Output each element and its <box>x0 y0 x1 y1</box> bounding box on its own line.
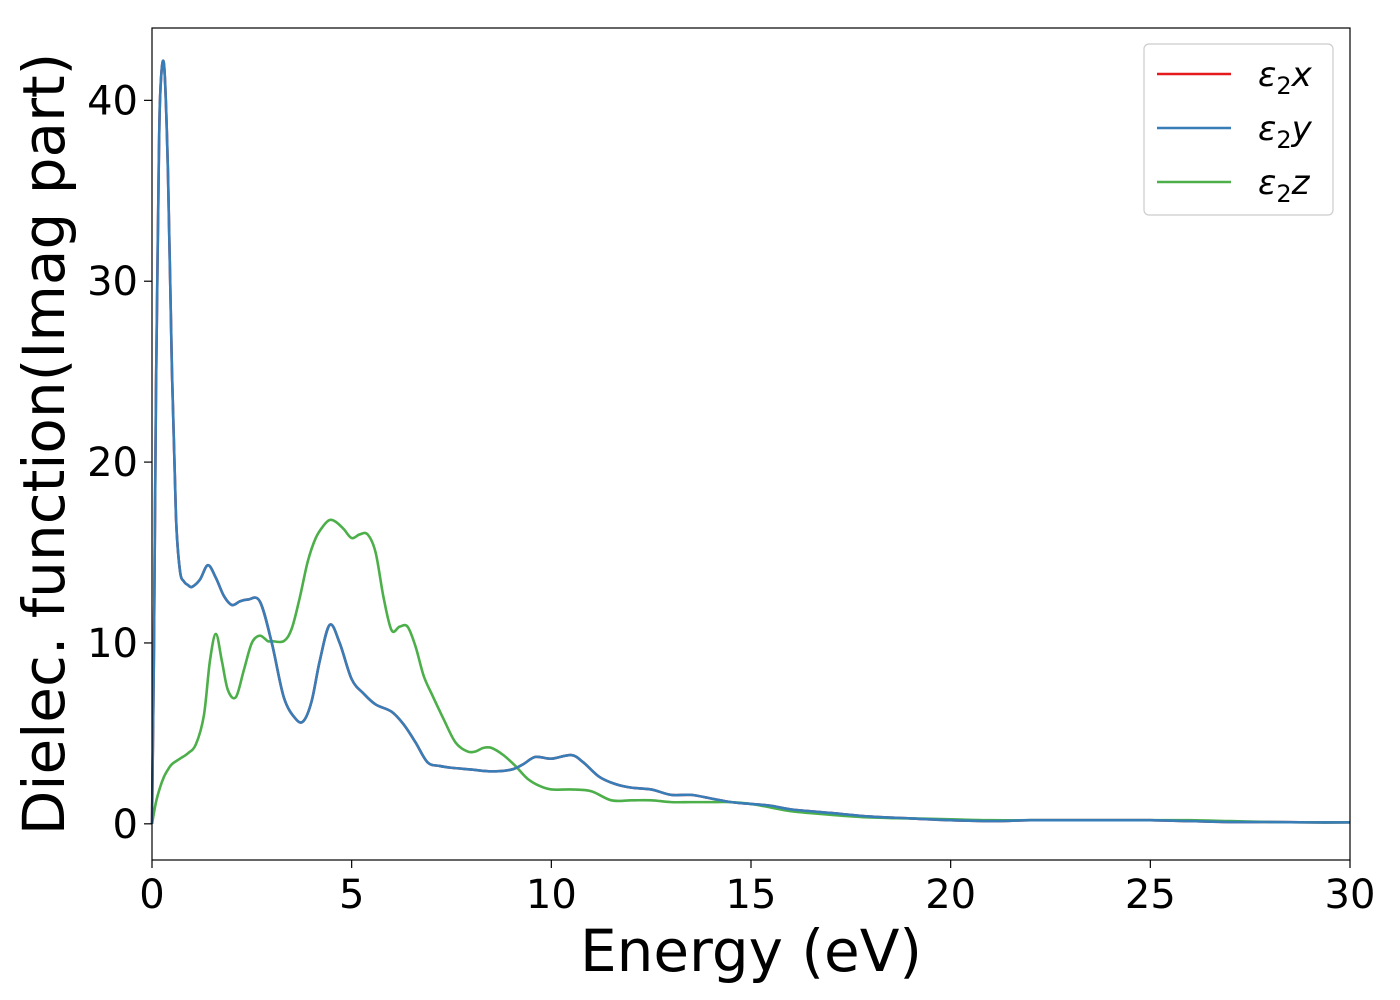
x-tick-label: 5 <box>339 872 364 918</box>
legend: ε2x ε2y ε2z <box>1143 43 1334 216</box>
x-tick-label: 25 <box>1125 872 1176 918</box>
series-line-z <box>150 518 1351 825</box>
y-axis-label: Dielec. function(Imag part) <box>10 53 78 836</box>
x-axis-ticks: 0 5 10 15 20 25 30 <box>139 860 1375 918</box>
legend-label-y: ε2y <box>1258 109 1313 154</box>
x-tick-label: 20 <box>925 872 976 918</box>
plot-lines <box>150 59 1351 825</box>
series-line-y <box>150 59 1351 824</box>
x-tick-label: 15 <box>726 872 777 918</box>
y-tick-label: 30 <box>87 259 138 305</box>
x-tick-label: 30 <box>1325 872 1376 918</box>
y-tick-label: 10 <box>87 621 138 667</box>
y-axis-ticks: 0 10 20 30 40 <box>87 78 152 848</box>
x-tick-label: 10 <box>526 872 577 918</box>
x-tick-label: 0 <box>139 872 164 918</box>
legend-label-z: ε2z <box>1258 163 1311 208</box>
y-tick-label: 40 <box>87 78 138 124</box>
legend-label-x: ε2x <box>1258 55 1313 100</box>
x-axis-label: Energy (eV) <box>580 917 922 985</box>
y-tick-label: 20 <box>87 440 138 486</box>
y-tick-label: 0 <box>113 802 138 848</box>
legend-box <box>1143 43 1334 216</box>
